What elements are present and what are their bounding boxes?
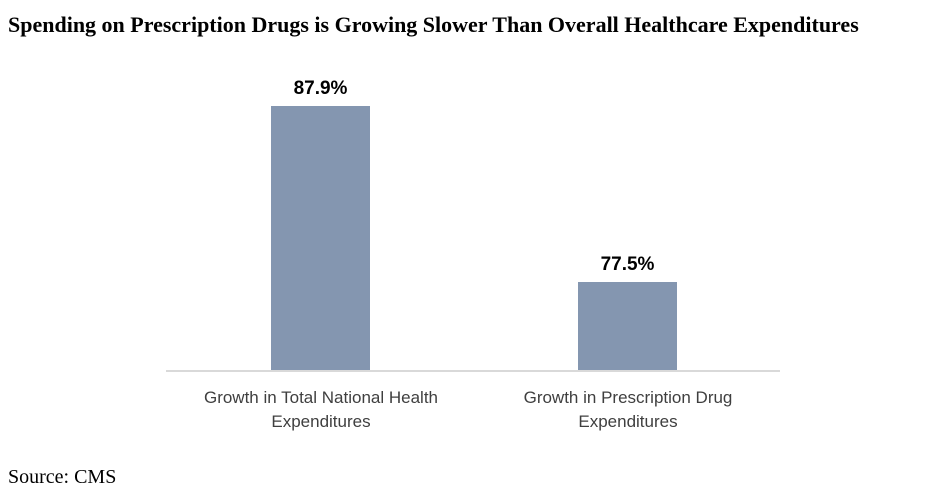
x-axis-line <box>166 370 780 372</box>
category-label-line: Growth in Prescription Drug <box>523 388 733 407</box>
value-label-prescription-drug: 77.5% <box>600 254 655 275</box>
bar-prescription-drug <box>578 282 677 371</box>
value-label-total-health: 87.9% <box>293 78 348 99</box>
source-note: Source: CMS <box>8 466 117 488</box>
bar-total-health <box>271 106 370 371</box>
bar-column-prescription-drug: 77.5% <box>578 253 677 371</box>
category-label-line: Expenditures <box>271 412 371 431</box>
category-label-line: Growth in Total National Health <box>203 388 439 407</box>
category-label-prescription-drug: Growth in Prescription Drug Expenditures <box>468 386 788 434</box>
category-label-total-health: Growth in Total National Health Expendit… <box>161 386 481 434</box>
category-label-line: Expenditures <box>578 412 678 431</box>
bar-column-total-health: 87.9% <box>271 77 370 371</box>
chart-title: Spending on Prescription Drugs is Growin… <box>8 12 859 37</box>
